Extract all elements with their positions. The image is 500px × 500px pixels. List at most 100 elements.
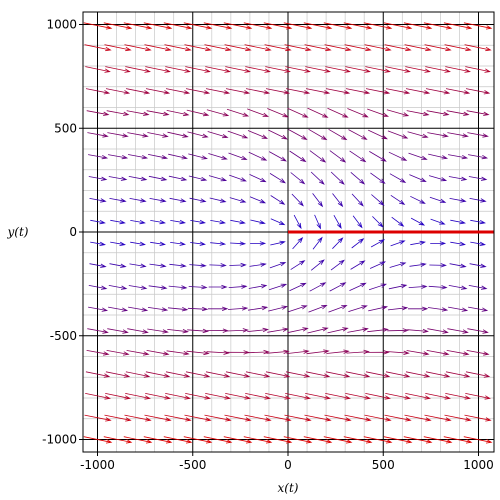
direction-arrow xyxy=(188,175,208,182)
direction-arrow xyxy=(208,153,228,160)
direction-arrow xyxy=(248,151,268,161)
direction-arrow xyxy=(365,393,391,400)
direction-arrow xyxy=(188,285,208,290)
direction-arrow xyxy=(443,436,473,444)
direction-arrow xyxy=(263,436,293,444)
direction-arrow xyxy=(404,414,432,422)
direction-arrow xyxy=(225,371,251,378)
direction-arrow xyxy=(309,282,327,292)
direction-arrow xyxy=(329,282,347,292)
direction-arrow xyxy=(87,328,109,334)
direction-arrow xyxy=(469,263,487,268)
direction-arrow xyxy=(148,285,168,290)
direction-arrow xyxy=(104,414,132,422)
direction-arrow xyxy=(424,414,452,422)
direction-arrow xyxy=(368,305,389,312)
direction-arrow xyxy=(325,371,351,378)
direction-arrow xyxy=(250,219,266,225)
direction-arrow xyxy=(267,327,289,333)
direction-arrow xyxy=(349,150,367,163)
direction-arrow xyxy=(223,22,253,30)
direction-arrow xyxy=(333,215,342,230)
direction-arrow xyxy=(190,241,206,246)
direction-arrow xyxy=(267,108,289,118)
direction-arrow xyxy=(424,44,452,52)
direction-arrow xyxy=(368,129,388,140)
direction-arrow xyxy=(307,327,329,334)
direction-arrow xyxy=(164,414,192,422)
direction-arrow xyxy=(463,436,493,444)
direction-arrow xyxy=(108,285,128,290)
direction-arrow xyxy=(384,414,412,422)
direction-arrow xyxy=(387,306,409,311)
direction-arrow xyxy=(168,285,188,290)
direction-arrow xyxy=(163,22,193,30)
direction-arrow xyxy=(163,436,193,444)
direction-arrow xyxy=(190,219,206,225)
direction-arrow xyxy=(343,436,373,444)
y-axis-title: y(t) xyxy=(7,225,29,239)
direction-arrow xyxy=(206,109,230,117)
direction-arrow xyxy=(423,436,453,444)
direction-arrow xyxy=(390,240,406,247)
direction-arrow xyxy=(105,66,131,73)
direction-arrow xyxy=(365,371,391,378)
direction-arrow xyxy=(347,327,369,333)
direction-arrow xyxy=(148,154,169,160)
direction-arrow xyxy=(367,327,390,333)
direction-arrow xyxy=(165,88,191,95)
direction-arrow xyxy=(332,193,344,208)
direction-arrow xyxy=(363,436,393,444)
direction-arrow xyxy=(106,110,130,116)
direction-arrow xyxy=(105,371,131,378)
direction-arrow xyxy=(466,350,490,356)
direction-arrow xyxy=(314,214,321,230)
direction-arrow xyxy=(243,22,273,30)
direction-arrow xyxy=(186,109,210,117)
direction-arrow xyxy=(323,436,353,444)
direction-arrow xyxy=(303,436,333,444)
direction-arrow xyxy=(405,393,431,400)
direction-arrow xyxy=(85,88,111,95)
direction-arrow xyxy=(425,66,451,73)
direction-arrow xyxy=(286,349,310,354)
direction-arrow xyxy=(130,219,146,225)
direction-arrow xyxy=(290,172,306,185)
direction-arrow xyxy=(470,241,486,246)
direction-arrow xyxy=(328,128,348,141)
direction-arrow xyxy=(427,307,449,312)
direction-arrow xyxy=(83,22,113,30)
direction-arrow xyxy=(310,171,325,185)
direction-arrow xyxy=(209,263,227,268)
direction-arrow xyxy=(148,175,168,181)
direction-arrow xyxy=(149,263,167,268)
direction-arrow xyxy=(186,350,210,356)
direction-arrow xyxy=(224,414,252,422)
direction-arrow xyxy=(372,216,384,228)
direction-arrow xyxy=(363,22,393,30)
direction-arrow xyxy=(85,371,111,378)
direction-arrow xyxy=(448,306,469,312)
direction-arrow xyxy=(425,393,451,400)
direction-arrow xyxy=(227,306,249,311)
direction-arrow xyxy=(304,44,332,52)
direction-arrow xyxy=(105,393,131,400)
direction-arrow xyxy=(349,282,367,291)
direction-arrow xyxy=(210,241,227,246)
direction-arrow xyxy=(225,88,251,95)
direction-arrow xyxy=(465,88,491,95)
direction-arrow xyxy=(207,328,229,333)
direction-arrow xyxy=(466,110,490,116)
direction-arrow xyxy=(425,371,451,378)
direction-arrow xyxy=(124,44,152,52)
direction-arrow xyxy=(465,371,491,378)
direction-arrow xyxy=(428,175,448,182)
direction-arrow xyxy=(263,22,293,30)
direction-arrow xyxy=(343,22,373,30)
direction-arrow xyxy=(183,22,213,30)
direction-arrow xyxy=(187,131,209,138)
direction-arrow xyxy=(408,152,428,160)
x-tick-label: 1000 xyxy=(463,458,494,472)
direction-arrow xyxy=(407,131,429,138)
direction-arrow xyxy=(209,197,227,203)
